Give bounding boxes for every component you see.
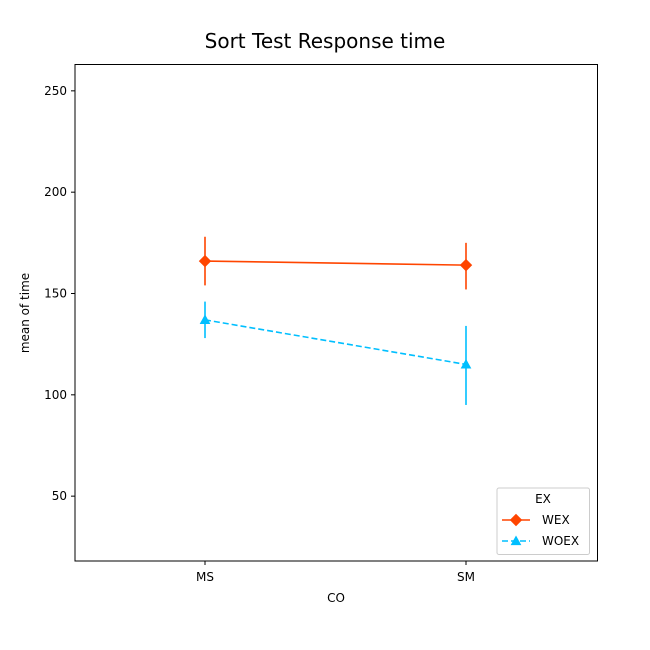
data-point: [198, 254, 212, 268]
y-tick-label: 250: [44, 84, 67, 98]
series-line: [204, 260, 467, 266]
series-woex: [199, 301, 472, 405]
data-point: [460, 358, 472, 369]
y-tick-label: 150: [44, 286, 67, 300]
x-tick-label: SM: [457, 570, 475, 584]
y-axis-label: mean of time: [18, 273, 32, 353]
y-axis: 50 100 150 200 250: [44, 84, 75, 503]
legend-title: EX: [535, 492, 551, 506]
y-tick-label: 100: [44, 388, 67, 402]
legend-marker: [510, 535, 522, 546]
legend-item-wex: WEX: [502, 513, 570, 527]
legend: EX WEX WOEX: [496, 487, 590, 555]
legend-label: WEX: [542, 513, 570, 527]
series-wex: [198, 236, 473, 290]
legend-item-woex: WOEX: [502, 534, 579, 548]
x-axis-label: CO: [327, 591, 345, 605]
legend-label: WOEX: [542, 534, 579, 548]
chart-title: Sort Test Response time: [205, 29, 446, 53]
series-layer: [198, 236, 473, 405]
data-point: [459, 258, 473, 272]
y-tick-label: 50: [52, 489, 67, 503]
legend-box: [496, 487, 590, 555]
y-tick-label: 200: [44, 185, 67, 199]
series-line: [204, 319, 467, 366]
legend-marker: [509, 513, 523, 527]
plot-area: [74, 64, 598, 562]
data-point: [199, 314, 211, 324]
x-tick-label: MS: [196, 570, 214, 584]
x-axis: MS SM: [196, 561, 475, 584]
